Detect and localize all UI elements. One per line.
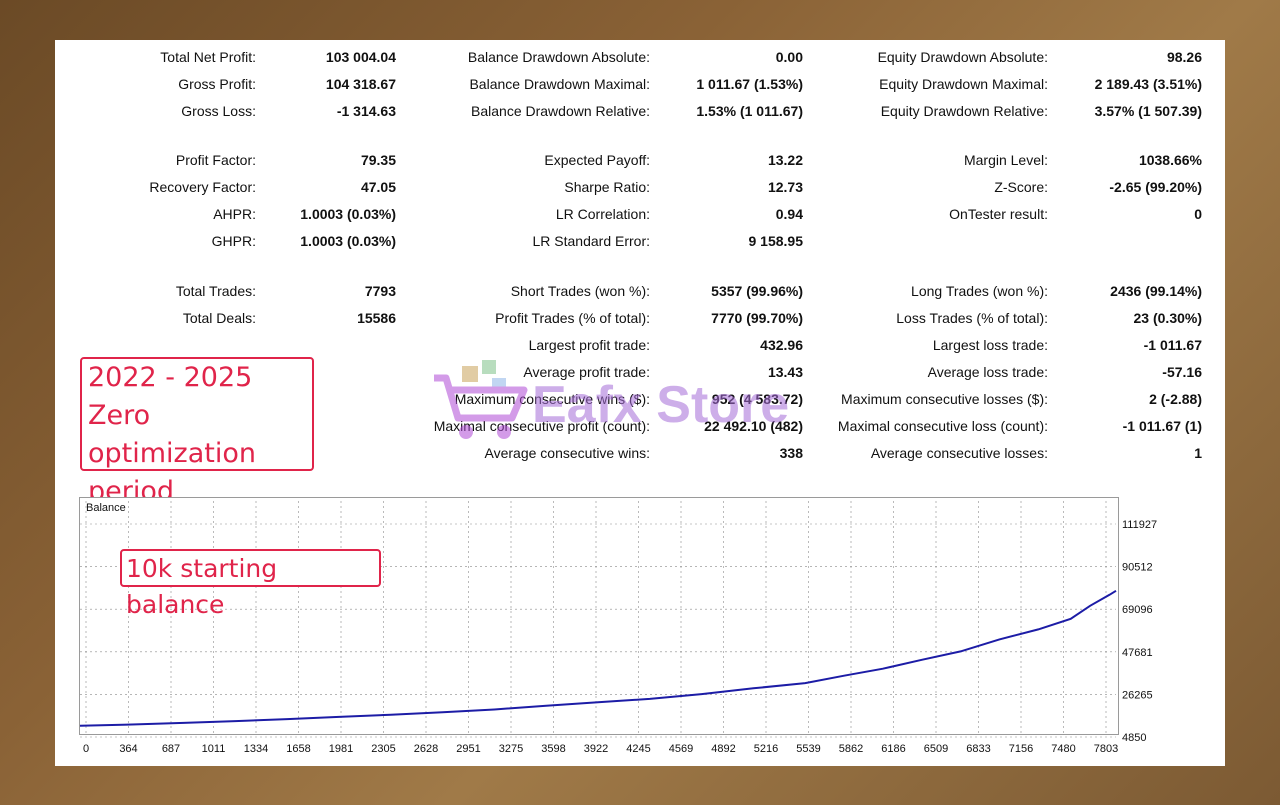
stat-label: Total Trades:: [175, 283, 256, 299]
stat-label: Z-Score:: [994, 179, 1048, 195]
stat-label: Expected Payoff:: [544, 152, 650, 168]
stat-value: -1 011.67: [1143, 337, 1202, 353]
stat-label: OnTester result:: [949, 206, 1048, 222]
stat-label: LR Correlation:: [555, 206, 650, 222]
stat-label: Total Net Profit:: [160, 49, 256, 65]
stat-value: 7793: [364, 283, 396, 299]
stat-label: Gross Profit:: [178, 76, 256, 92]
stat-value: 9 158.95: [748, 233, 804, 249]
stat-label: Long Trades (won %):: [911, 283, 1048, 299]
stat-value: 1038.66%: [1138, 152, 1202, 168]
stat-label: Maximal consecutive loss (count):: [837, 418, 1048, 434]
stat-value: 5357 (99.96%): [711, 283, 803, 299]
stat-label: Short Trades (won %):: [510, 283, 650, 299]
stat-value: 12.73: [767, 179, 803, 195]
stat-value: 0.00: [775, 49, 803, 65]
stat-label: Largest profit trade:: [528, 337, 650, 353]
stat-label: Average consecutive wins:: [484, 445, 651, 461]
stat-label: LR Standard Error:: [532, 233, 651, 249]
stat-value: 23 (0.30%): [1133, 310, 1202, 326]
stat-label: AHPR:: [213, 206, 256, 222]
stat-label: Gross Loss:: [181, 103, 256, 119]
stat-value: 2436 (99.14%): [1110, 283, 1202, 299]
stat-value: 15586: [357, 310, 396, 326]
stat-value: 7770 (99.70%): [711, 310, 803, 326]
stat-label: Balance Drawdown Absolute:: [467, 49, 650, 65]
stat-label: Equity Drawdown Absolute:: [877, 49, 1048, 65]
stat-label: GHPR:: [211, 233, 256, 249]
stat-value: 104 318.67: [325, 76, 396, 92]
stat-value: -57.16: [1162, 364, 1202, 380]
stat-label: Largest loss trade:: [932, 337, 1048, 353]
stat-value: 13.43: [767, 364, 803, 380]
starting-balance-annotation: 10k starting balance: [120, 549, 381, 619]
stat-value: 1: [1194, 445, 1202, 461]
stat-label: Maximum consecutive wins ($):: [454, 391, 650, 407]
stat-value: 103 004.04: [325, 49, 396, 65]
stat-value: 338: [779, 445, 803, 461]
stat-value: 1.0003 (0.03%): [300, 206, 396, 222]
stat-label: Profit Factor:: [175, 152, 256, 168]
stat-value: 98.26: [1166, 49, 1202, 65]
stat-label: Profit Trades (% of total):: [495, 310, 650, 326]
stat-label: Average loss trade:: [927, 364, 1048, 380]
stat-value: 1.53% (1 011.67): [696, 103, 803, 119]
stat-value: 2 (-2.88): [1149, 391, 1202, 407]
chart-title: Balance: [86, 502, 126, 514]
period-line-1: 2022 - 2025: [88, 362, 253, 393]
stat-label: Margin Level:: [963, 152, 1048, 168]
period-line-2: Zero optimization: [88, 400, 256, 469]
stat-label: Balance Drawdown Relative:: [471, 103, 650, 119]
stat-value: -1 314.63: [336, 103, 396, 119]
stat-label: Maximum consecutive losses ($):: [841, 391, 1048, 407]
stat-label: Equity Drawdown Relative:: [880, 103, 1048, 119]
stat-value: 952 (4 583.72): [711, 391, 803, 407]
stat-label: Average consecutive losses:: [870, 445, 1048, 461]
stat-value: 2 189.43 (3.51%): [1094, 76, 1202, 92]
stat-label: Sharpe Ratio:: [564, 179, 650, 195]
stat-label: Loss Trades (% of total):: [896, 310, 1048, 326]
stat-value: 47.05: [360, 179, 396, 195]
period-annotation: 2022 - 2025 Zero optimization period: [80, 357, 314, 507]
balance-chart: [79, 497, 1119, 735]
stat-label: Balance Drawdown Maximal:: [469, 76, 650, 92]
stat-value: 0.94: [775, 206, 803, 222]
stat-label: Average profit trade:: [523, 364, 650, 380]
stat-label: Total Deals:: [182, 310, 256, 326]
stat-value: 1.0003 (0.03%): [300, 233, 396, 249]
stat-value: 0: [1194, 206, 1202, 222]
stat-value: 3.57% (1 507.39): [1094, 103, 1202, 119]
stat-label: Maximal consecutive profit (count):: [433, 418, 650, 434]
stat-value: 1 011.67 (1.53%): [696, 76, 803, 92]
stat-value: -2.65 (99.20%): [1109, 179, 1202, 195]
stat-value: 79.35: [360, 152, 396, 168]
stat-value: -1 011.67 (1): [1122, 418, 1202, 434]
stat-value: 432.96: [760, 337, 803, 353]
stat-value: 13.22: [767, 152, 803, 168]
stat-label: Recovery Factor:: [149, 179, 256, 195]
stat-label: Equity Drawdown Maximal:: [879, 76, 1048, 92]
stat-value: 22 492.10 (482): [704, 418, 803, 434]
